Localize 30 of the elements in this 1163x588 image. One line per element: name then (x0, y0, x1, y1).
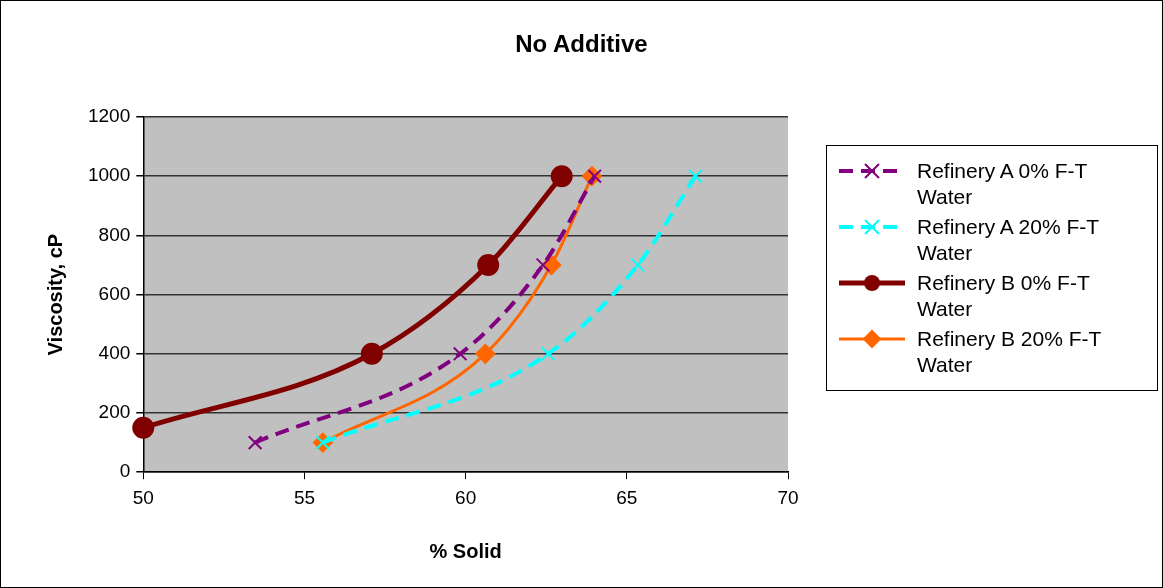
x-tick-label: 60 (455, 486, 477, 508)
point (477, 254, 500, 276)
point (688, 168, 703, 184)
chart-title: No Additive (514, 30, 649, 58)
legend-label: Refinery A 0% F-T Water (917, 158, 1088, 210)
x-tick-label: 50 (132, 486, 154, 508)
point (132, 416, 155, 439)
point (540, 346, 556, 362)
legend-label: Refinery A 20% F-T Water (917, 214, 1100, 266)
y-tick-label: 600 (98, 282, 131, 304)
y-tick-label: 800 (98, 223, 131, 245)
y-axis-title: Viscosity, cP (43, 233, 66, 356)
point (550, 165, 573, 188)
legend-label: Refinery B 0% F-T Water (917, 270, 1091, 322)
x-tick-label: 70 (777, 486, 799, 508)
y-tick-label: 0 (119, 460, 131, 482)
y-tick-label: 400 (98, 342, 131, 364)
point (630, 257, 646, 273)
point (360, 342, 383, 365)
y-tick-label: 1200 (87, 105, 131, 127)
legend-label: Refinery B 20% F-T Water (917, 326, 1102, 378)
x-tick-label: 65 (616, 486, 638, 508)
point (247, 435, 263, 450)
y-tick-label: 200 (98, 401, 131, 423)
point (452, 346, 468, 362)
y-tick-label: 1000 (87, 164, 131, 186)
point (475, 343, 496, 364)
x-tick-label: 55 (293, 486, 316, 508)
point (535, 257, 551, 273)
x-axis-title: % Solid (429, 539, 502, 562)
